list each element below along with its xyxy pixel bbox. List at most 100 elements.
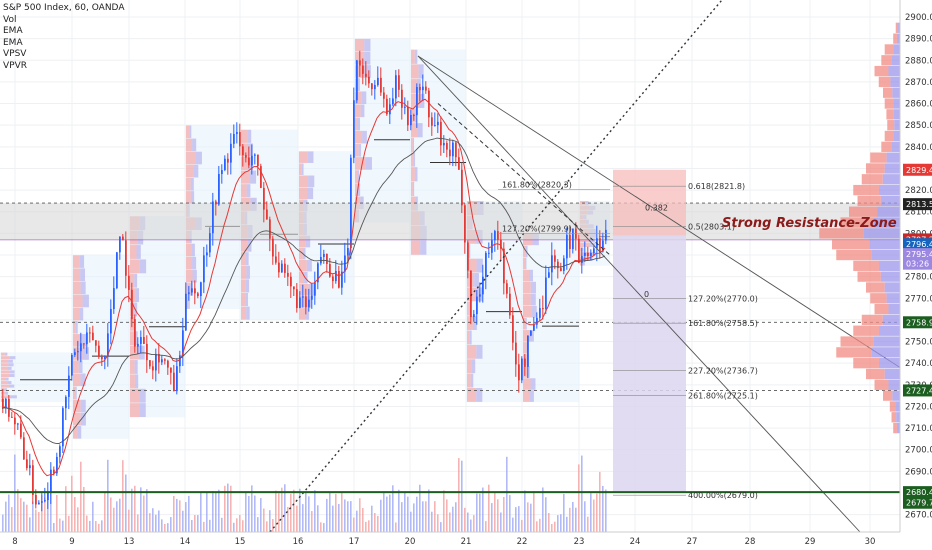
price-tag-label: 2758.9 [906, 318, 932, 327]
candle-body [149, 360, 151, 367]
session-profile-bar [530, 281, 536, 294]
candle-body [248, 157, 250, 166]
candle-body [422, 86, 424, 91]
symbol-title[interactable]: S&P 500 Index, 60, OANDA [3, 3, 125, 13]
volume-bar [242, 520, 244, 532]
trend-lines[interactable] [0, 0, 901, 533]
volume-bar [416, 496, 418, 532]
session-profile-bar [416, 79, 421, 94]
volume-bar [365, 521, 367, 532]
volume-bar [554, 521, 556, 532]
vpvr-bar-down [840, 336, 874, 347]
time-axis[interactable]: 8 9 13 14 15 16 17 20 21 22 23 24 27 28 29 30 [0, 531, 932, 550]
volume-bar [533, 491, 535, 532]
session-profile-bar [130, 259, 140, 274]
position-tool[interactable] [613, 169, 686, 493]
session-profile-bar [186, 269, 193, 283]
candle-body [2, 398, 4, 409]
fib-label: 227.20%(2736.7) [688, 366, 758, 375]
session-profile-bar [417, 123, 423, 138]
candle-body [551, 255, 553, 273]
take-profit-box [613, 235, 686, 493]
vpvr-bar-up [880, 195, 900, 207]
session-profile-bar [305, 308, 310, 320]
session-profile-bar [73, 426, 78, 439]
session-profile-bar [136, 245, 141, 259]
volume-bar [335, 493, 337, 532]
price-tick-label: 2840.0 [905, 143, 932, 153]
volume-bar [461, 460, 463, 532]
volume-bar [560, 514, 562, 532]
volume-bar [74, 497, 76, 532]
candle-body [71, 354, 73, 376]
candle-body [479, 294, 481, 297]
session-profile-bar [589, 252, 596, 257]
volume-bar [494, 492, 496, 532]
session-profile-bar [411, 108, 415, 123]
price-tag-label: 2680.4 [906, 488, 932, 497]
session-profile-bar [1, 373, 10, 377]
session-profile-bar [73, 320, 76, 334]
volume-bar [38, 512, 40, 532]
session-profile-bar [530, 293, 536, 306]
volume-bar [302, 504, 304, 532]
volume-bar [131, 488, 133, 532]
price-tick-label: 2900.0 [905, 13, 932, 23]
fib-label: 0.618(2821.8) [688, 182, 745, 191]
indicator-vpsv[interactable]: VPSV [3, 49, 27, 59]
session-profile-bar [304, 271, 308, 284]
volume-bar [473, 515, 475, 532]
vpvr-bar-down [874, 65, 889, 77]
volume-bar [317, 505, 319, 532]
volume-bar [476, 493, 478, 532]
vpvr-bar-up [894, 120, 900, 131]
fib-ratio-label: 0.382 [645, 203, 668, 212]
vpvr-bar-down [853, 184, 879, 196]
fib-label: 127.20%(2770.0) [688, 294, 758, 303]
session-profile-bar [139, 403, 146, 418]
candle-body [242, 146, 244, 156]
indicator-ema-1[interactable]: EMA [3, 26, 23, 36]
vpvr-bar-up [898, 22, 900, 33]
price-axis[interactable]: 2670.02680.02690.02700.02710.02720.02730… [899, 0, 932, 550]
volume-bar [104, 492, 106, 532]
vpvr-bar-up [890, 76, 900, 88]
session-profile-bar [589, 242, 596, 248]
price-tags: 2829.42813.52797.22796.42795.403:262758.… [903, 163, 932, 509]
volume-bar [437, 514, 439, 532]
volume-bar [200, 491, 202, 532]
price-tag-bg [903, 486, 932, 499]
indicator-vol[interactable]: Vol [3, 14, 17, 25]
volume-bar [350, 501, 352, 532]
volume-bar [86, 515, 88, 532]
session-profile-bar [531, 305, 537, 318]
session-profile-bar [8, 363, 14, 367]
session-profile-bar [80, 268, 86, 282]
indicator-vpvr[interactable]: VPVR [3, 60, 27, 71]
candle-body [605, 229, 607, 241]
session-profile-bar [355, 104, 361, 118]
candle-body [200, 282, 202, 297]
session-profile-bar [474, 273, 479, 287]
price-tag-label: 2796.4 [906, 240, 932, 249]
session-profile-bar [523, 257, 526, 270]
candle-body [566, 234, 568, 259]
volume-bar [26, 504, 28, 532]
candle-body [593, 248, 595, 253]
vpvr-bar-up [893, 109, 900, 120]
session-profile-bar [530, 378, 536, 390]
session-profile-bar [470, 373, 474, 388]
session-profile-bar [73, 412, 81, 426]
zone-label: Strong Resistance-Zone [722, 216, 897, 231]
candle-body [266, 209, 268, 220]
candle-body [230, 143, 232, 163]
session-profile-bar [364, 38, 371, 52]
session-profile-bar [245, 279, 250, 293]
candle-body [419, 87, 421, 91]
candle-body [452, 142, 454, 157]
vpvr-bar-up [878, 325, 900, 336]
volume-bar [599, 471, 601, 532]
indicator-ema-2[interactable]: EMA [3, 37, 23, 48]
volume-bar [446, 499, 448, 532]
